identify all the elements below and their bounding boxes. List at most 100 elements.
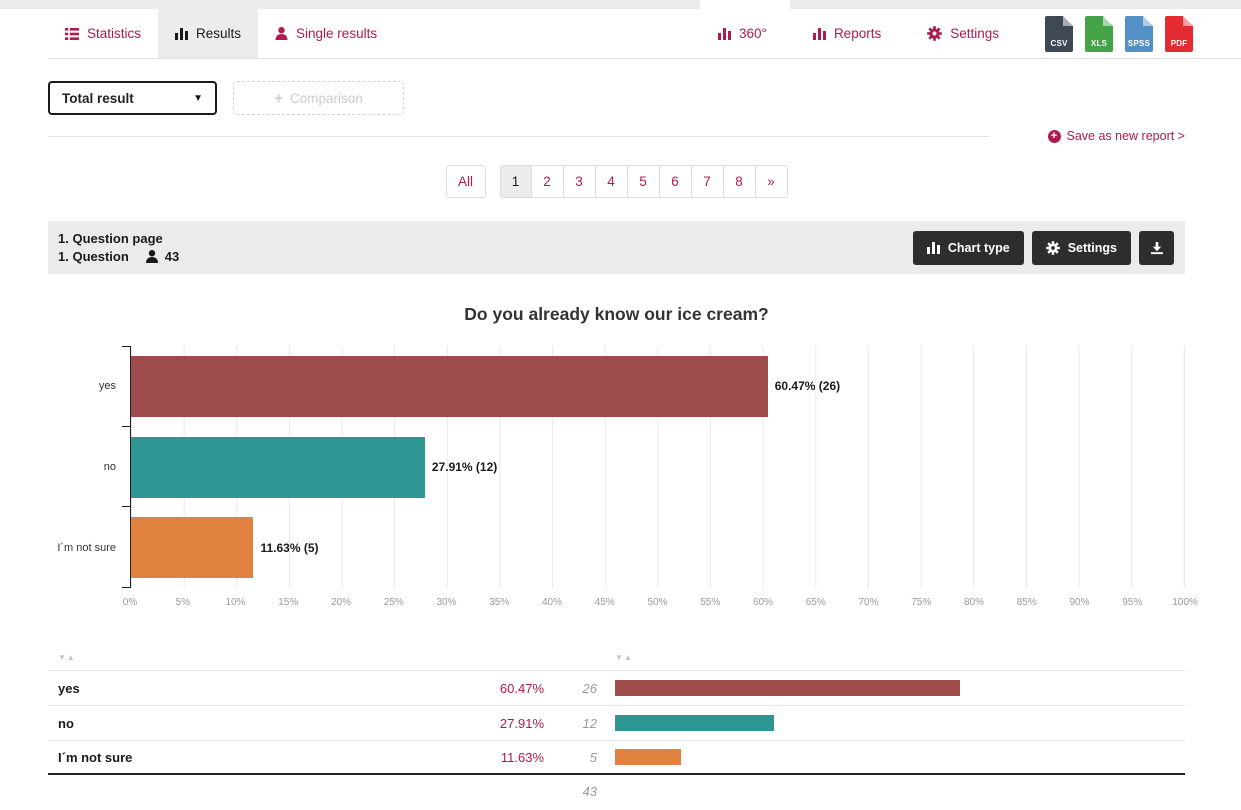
x-axis-tick-label: 70% [858,597,879,608]
x-axis-tick-label: 40% [541,597,563,608]
x-axis-tick-label: 0% [122,597,138,608]
axis-tick [122,346,131,347]
x-axis-tick-label: 65% [805,597,826,608]
axis-tick [122,506,131,508]
export-pdf-button[interactable]: PDF [1165,15,1193,52]
button-label: Settings [1067,240,1117,255]
download-chart-button[interactable] [1139,230,1174,265]
folded-corner [1103,15,1113,26]
tab-statistics[interactable]: Statistics [48,9,158,58]
chart-plot-area: 60.47% (26) 27.91% (12) 11.63% (5) [122,346,1185,588]
tab-single-results[interactable]: Single results [258,9,394,58]
bar-value-label: 27.91% (12) [431,460,498,474]
tab-label: Results [196,26,242,41]
table-row: yes 60.47% 26 [48,670,1185,705]
answer-label: no [58,715,74,731]
answer-bar [615,680,960,696]
save-row: + Save as new report > [48,123,1185,149]
total-respondents: 43 [582,783,597,799]
main-tabs: Statistics Results Single results [48,9,394,58]
folded-corner [1143,15,1153,26]
table-rows: yes 60.47% 26 no 27.91% 12 I´m not sure 11.63% 5 [48,670,1185,775]
button-label: Chart type [947,240,1010,255]
answer-percent: 60.47% [499,680,544,696]
nav-reports[interactable]: Reports [812,26,882,41]
table-sort-row: ▼▲ ▼▲ [48,644,1185,670]
respondent-count: 43 [164,248,180,264]
chart-category-labels: yes no I´m not sure [48,346,130,588]
download-icon [1150,241,1164,255]
bar-no [131,436,425,498]
file-type-label: XLS [1090,38,1108,48]
answer-bar-cell [615,749,1185,765]
category-label: no [103,461,116,473]
nav-360[interactable]: 360° [718,26,767,41]
x-axis-tick-label: 5% [175,597,190,608]
category-label: I´m not sure [57,541,116,554]
answer-percent: 27.91% [499,715,544,731]
filter-row: Total result ▼ + Comparison [48,81,1185,115]
save-as-new-report-link[interactable]: + Save as new report > [1047,129,1185,143]
pagination-all-button[interactable]: All [445,165,486,198]
answer-label: yes [58,680,80,696]
x-axis-tick-label: 10% [225,597,246,608]
answer-count: 26 [582,680,597,696]
pagination-page-1[interactable]: 1 [499,165,532,198]
pagination-page-4[interactable]: 4 [595,165,628,198]
pagination-page-7[interactable]: 7 [691,165,724,198]
header-divider [48,58,1241,59]
chart-type-button[interactable]: Chart type [912,230,1024,265]
file-type-label: CSV [1050,38,1068,48]
pagination-page-5[interactable]: 5 [627,165,660,198]
nav-label: Reports [833,26,882,41]
plus-icon: + [274,89,283,107]
pagination-page-3[interactable]: 3 [563,165,596,198]
pagination-page-2[interactable]: 2 [531,165,564,198]
gear-icon [927,26,943,41]
top-strip-gap [700,0,790,9]
bar-i-m-not-sure [131,517,254,579]
answer-bar-cell [615,680,1185,696]
nav-label: Settings [950,26,999,41]
sort-answers-icon[interactable]: ▼▲ [58,652,76,662]
folded-corner [1063,15,1073,26]
x-axis-tick-label: 35% [489,597,510,608]
bar-row: 60.47% (26) [131,346,1184,427]
bar-yes [131,355,768,417]
bar-chart-icon [718,27,731,40]
pagination-next-button[interactable]: » [755,165,788,198]
export-xls-button[interactable]: XLS [1085,15,1113,52]
export-csv-button[interactable]: CSV [1045,15,1073,52]
tab-results[interactable]: Results [158,9,259,58]
gear-icon [1045,240,1060,255]
results-table: ▼▲ ▼▲ yes 60.47% 26 no 27.91% 12 I´m not sure 1… [48,644,1185,807]
bar-row: 27.91% (12) [131,427,1184,508]
bar-value-label: 60.47% (26) [774,379,841,394]
bar-chart-icon [175,27,189,40]
person-icon [275,27,288,40]
export-spss-button[interactable]: SPSS [1125,15,1153,52]
chart-settings-button[interactable]: Settings [1031,230,1131,265]
pagination: All 1 2 3 4 5 6 7 8» [48,165,1185,198]
x-axis-tick-label: 25% [383,597,404,608]
nav-settings[interactable]: Settings [927,26,999,41]
tab-label: Single results [296,26,378,41]
axis-tick [122,425,131,427]
bar-chart-icon [926,241,940,254]
question-header-bar: 1. Question page 1. Question 43 Chart ty… [48,221,1185,274]
x-axis-tick-label: 20% [330,597,352,608]
x-axis-tick-label: 75% [911,597,932,608]
bar-chart: yes no I´m not sure 60.47% (26) 27.91% (12)… [48,346,1198,614]
sort-values-icon[interactable]: ▼▲ [615,652,633,662]
pagination-page-8[interactable]: 8 [723,165,756,198]
chart-title: Do you already know our ice cream? [464,304,769,324]
plus-circle-icon: + [1047,129,1061,143]
question-actions: Chart type Settings [912,230,1174,265]
x-axis-tick-label: 45% [594,597,615,608]
result-filter-select[interactable]: Total result ▼ [48,81,217,115]
pagination-page-6[interactable]: 6 [659,165,692,198]
header-right: 360° Reports Settings CSV XLS SPSS PDF [718,9,1193,58]
header: Statistics Results Single results 360° [0,9,1241,58]
question-title: 1. Question [58,248,129,264]
person-icon [145,250,158,263]
